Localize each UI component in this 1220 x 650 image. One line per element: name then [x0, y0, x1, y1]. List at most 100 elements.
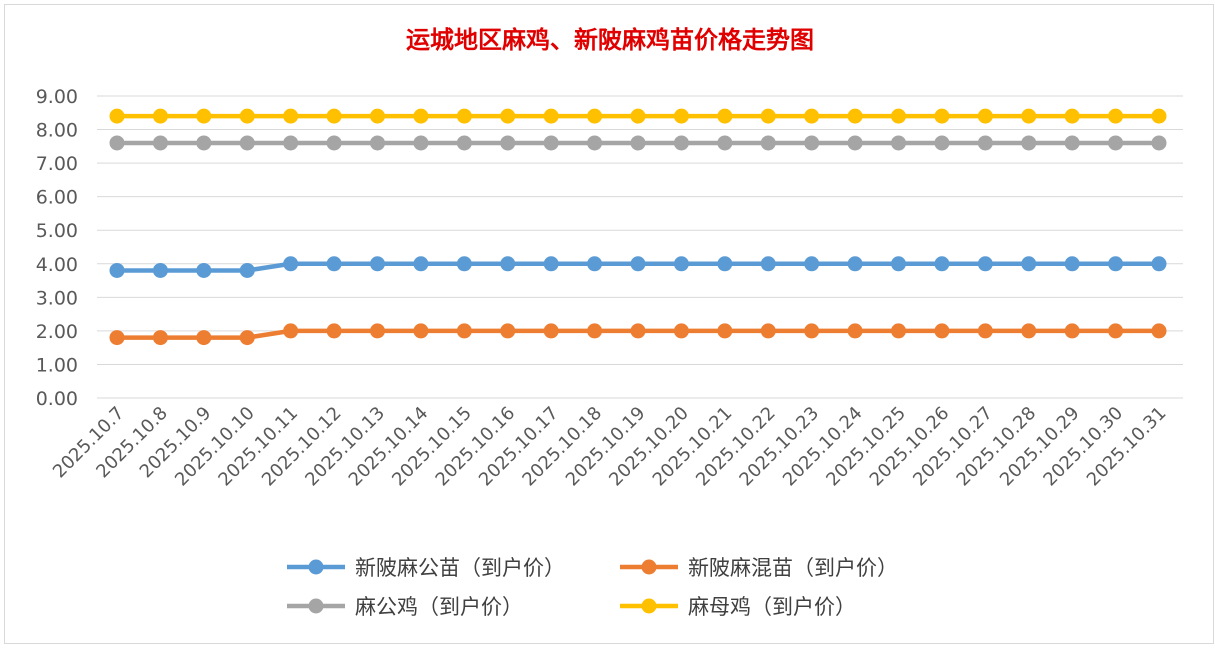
data-point — [1151, 108, 1167, 124]
data-point — [500, 108, 516, 124]
y-tick-label: 5.00 — [36, 220, 78, 242]
data-point — [630, 256, 646, 272]
y-tick-label: 8.00 — [36, 120, 78, 142]
data-point — [1151, 135, 1167, 151]
data-point — [1151, 256, 1167, 272]
data-point — [456, 135, 472, 151]
y-tick-label: 3.00 — [36, 287, 78, 309]
chart-title: 运城地区麻鸡、新陂麻鸡苗价格走势图 — [406, 25, 814, 54]
data-point — [1064, 135, 1080, 151]
legend-swatch-marker — [641, 559, 657, 575]
data-point — [717, 323, 733, 339]
legend-swatch-marker — [308, 559, 324, 575]
data-point — [109, 135, 125, 151]
data-point — [283, 256, 299, 272]
data-point — [326, 108, 342, 124]
data-point — [109, 108, 125, 124]
data-point — [630, 323, 646, 339]
data-point — [413, 323, 429, 339]
data-point — [152, 108, 168, 124]
data-point — [760, 256, 776, 272]
data-point — [587, 135, 603, 151]
data-point — [977, 323, 993, 339]
data-point — [891, 323, 906, 339]
legend-label: 新陂麻公苗（到户价） — [355, 556, 565, 580]
data-point — [196, 135, 212, 151]
legend-item: 新陂麻公苗（到户价） — [287, 556, 565, 580]
data-point — [109, 262, 125, 278]
data-point — [413, 108, 429, 124]
data-point — [239, 262, 255, 278]
data-point — [152, 135, 168, 151]
data-point — [326, 323, 342, 339]
data-point — [283, 108, 299, 124]
data-point — [1108, 135, 1124, 151]
data-point — [152, 262, 168, 278]
data-point — [543, 256, 559, 272]
data-point — [673, 256, 689, 272]
data-point — [804, 108, 820, 124]
data-point — [413, 256, 429, 272]
data-point — [370, 135, 385, 151]
data-point — [630, 135, 646, 151]
y-tick-label: 2.00 — [36, 321, 78, 343]
data-point — [500, 135, 516, 151]
data-point — [891, 135, 906, 151]
data-point — [760, 108, 776, 124]
data-point — [1064, 108, 1080, 124]
data-point — [717, 256, 733, 272]
legend-item: 麻公鸡（到户价） — [287, 595, 523, 619]
data-point — [1108, 108, 1124, 124]
data-point — [326, 256, 342, 272]
data-point — [804, 323, 820, 339]
data-point — [283, 135, 299, 151]
data-point — [370, 256, 385, 272]
data-point — [934, 256, 950, 272]
data-point — [977, 108, 993, 124]
data-point — [152, 330, 168, 346]
data-point — [630, 108, 646, 124]
data-point — [196, 262, 212, 278]
data-point — [1151, 323, 1167, 339]
data-point — [1021, 108, 1037, 124]
data-point — [934, 108, 950, 124]
data-point — [500, 256, 516, 272]
data-point — [239, 108, 255, 124]
data-point — [760, 135, 776, 151]
data-point — [500, 323, 516, 339]
legend-label: 新陂麻混苗（到户价） — [688, 556, 898, 580]
data-point — [1108, 256, 1124, 272]
data-point — [456, 256, 472, 272]
data-point — [847, 256, 863, 272]
data-point — [196, 330, 212, 346]
x-axis-ticks: 2025.10.72025.10.82025.10.92025.10.10202… — [49, 403, 1171, 491]
data-point — [543, 108, 559, 124]
gridlines — [97, 95, 1183, 399]
data-point — [196, 108, 212, 124]
legend-label: 麻公鸡（到户价） — [355, 595, 523, 619]
legend-swatch-marker — [641, 598, 657, 614]
data-point — [934, 135, 950, 151]
data-point — [1108, 323, 1124, 339]
data-point — [1021, 323, 1037, 339]
data-point — [456, 108, 472, 124]
legend-swatch-marker — [308, 598, 324, 614]
series-3 — [109, 135, 1167, 151]
data-point — [977, 135, 993, 151]
data-point — [847, 135, 863, 151]
y-tick-label: 7.00 — [36, 153, 78, 175]
data-point — [847, 108, 863, 124]
data-point — [1021, 256, 1037, 272]
data-point — [804, 256, 820, 272]
data-point — [717, 108, 733, 124]
series-lines — [109, 108, 1167, 346]
y-tick-label: 0.00 — [36, 388, 78, 410]
data-point — [934, 323, 950, 339]
data-point — [283, 323, 299, 339]
data-point — [977, 256, 993, 272]
data-point — [1064, 323, 1080, 339]
data-point — [587, 323, 603, 339]
data-point — [673, 135, 689, 151]
series-1 — [109, 256, 1167, 278]
